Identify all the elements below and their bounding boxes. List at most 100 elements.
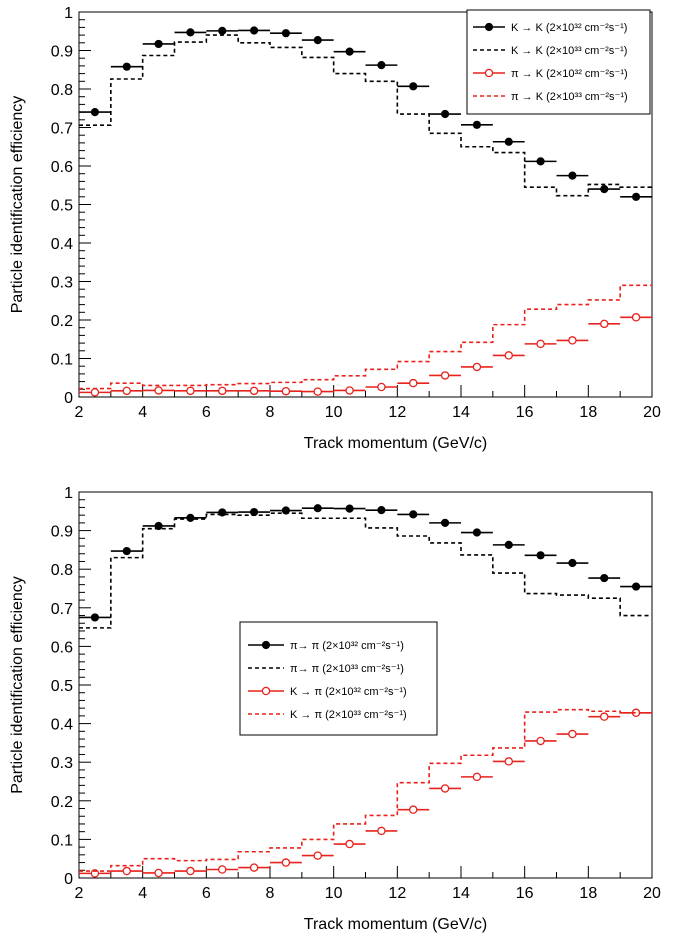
step-line [79,34,652,197]
data-point [154,521,163,531]
data-point [217,865,227,874]
x-tick-label: 10 [325,885,343,902]
x-tick-label: 6 [202,404,211,421]
x-tick-label: 10 [325,404,343,421]
step-line [79,708,652,872]
legend-entry: K → K (2×10³² cm⁻²s⁻¹) [473,22,627,34]
legend-entry: π → K (2×10³³ cm⁻²s⁻¹) [473,91,628,103]
data-point [377,61,386,70]
data-point [249,26,259,35]
data-point [440,371,450,380]
top-chart: 2 4 6 8 10 12 14 16 18 20 0 0.1 0.2 0.3 0.4 0.5 0.6 0.7 0.… [9,5,661,452]
data-point [377,382,386,392]
data-point [600,712,609,721]
bottom-chart: 2 4 6 8 10 12 14 16 18 20 0 0.1 0.2 0.3 0.4 0.5 0.6 0.7 0.… [9,485,661,933]
y-tick-label: 0.7 [51,121,73,138]
y-tick-label: 0.2 [51,794,73,811]
data-point [122,866,132,876]
legend-marker [484,22,494,32]
x-tick-label: 12 [388,885,406,902]
data-point [504,137,513,146]
y-tick-label: 0.9 [51,44,73,61]
legend-marker [261,686,271,696]
legend-marker [484,68,494,78]
x-axis-title: Track momentum (GeV/c) [304,435,487,452]
data-point [536,157,545,166]
x-tick-label: 4 [138,885,147,902]
data-point [218,26,227,35]
y-tick-label: 0.9 [51,524,73,541]
legend-entry: π→ π (2×10³³ cm⁻²s⁻¹) [248,663,404,675]
y-axis-title: Particle identification efficiency [9,576,26,794]
data-point [631,582,641,591]
data-point [154,868,163,878]
legend: π→ π (2×10³² cm⁻²s⁻¹) π→ π (2×10³³ cm⁻²s⁻… [239,621,438,736]
x-tick-label: 2 [75,404,84,421]
data-point [313,851,322,860]
data-point [568,558,577,568]
y-tick-label: 0 [64,871,73,888]
legend-entry: K → π (2×10³³ cm⁻²s⁻¹) [248,709,407,721]
series-4 [79,708,652,872]
x-tick-label: 20 [643,404,661,421]
data-point [186,513,195,522]
data-point [568,729,577,739]
legend-entry: π→ π (2×10³² cm⁻²s⁻¹) [248,640,404,652]
x-tick-label: 16 [516,404,534,421]
legend-label: K → π (2×10³³ cm⁻²s⁻¹) [290,709,407,721]
y-tick-label: 0.3 [51,275,73,292]
data-point [600,573,609,583]
x-tick-label: 8 [266,885,275,902]
series-3 [79,313,652,397]
data-point [122,62,131,71]
data-point [472,120,482,129]
x-tick-label: 18 [579,404,597,421]
y-tick-label: 0 [64,390,73,407]
data-point [186,28,195,37]
data-point [408,805,418,814]
y-tick-label: 1 [64,485,73,502]
data-point [281,506,291,515]
y-tick-label: 0.1 [51,352,73,369]
data-point [408,378,418,388]
y-tick-label: 0.5 [51,678,73,695]
y-tick-label: 0.3 [51,755,73,772]
data-point [313,387,322,396]
data-point [154,39,163,49]
series-1 [79,26,652,201]
y-tick-label: 0.4 [51,236,73,253]
data-point [186,866,195,876]
data-point [217,386,227,396]
data-point [536,736,545,746]
data-point [90,108,100,117]
x-tick-label: 14 [452,885,470,902]
y-axis-title: Particle identification efficiency [9,96,26,314]
data-point [504,540,513,549]
data-point [472,528,482,537]
data-point [345,47,354,56]
data-point [186,386,195,396]
x-axis-title: Track momentum (GeV/c) [304,916,487,933]
series-4 [79,284,652,390]
legend-label: K → K (2×10³² cm⁻²s⁻¹) [511,22,627,34]
y-tick-label: 0.5 [51,198,73,215]
data-point [536,339,545,349]
data-point [536,551,545,560]
data-point [377,826,386,836]
x-tick-label: 6 [202,885,211,902]
data-point [281,29,291,38]
x-tick-label: 16 [516,885,534,902]
data-point [313,36,322,45]
legend-entry: K → π (2×10³² cm⁻²s⁻¹) [248,686,407,698]
data-point [249,386,259,396]
x-tick-label: 8 [266,404,275,421]
y-tick-label: 1 [64,5,73,22]
data-point [313,504,322,513]
data-point [345,386,354,395]
legend-label: K → K (2×10³³ cm⁻²s⁻¹) [511,45,627,57]
data-point [504,351,513,360]
legend-label: π → K (2×10³² cm⁻²s⁻¹) [511,68,628,80]
step-line [79,512,652,629]
legend: K → K (2×10³² cm⁻²s⁻¹) K → K (2×10³³ cm⁻²… [466,9,651,115]
